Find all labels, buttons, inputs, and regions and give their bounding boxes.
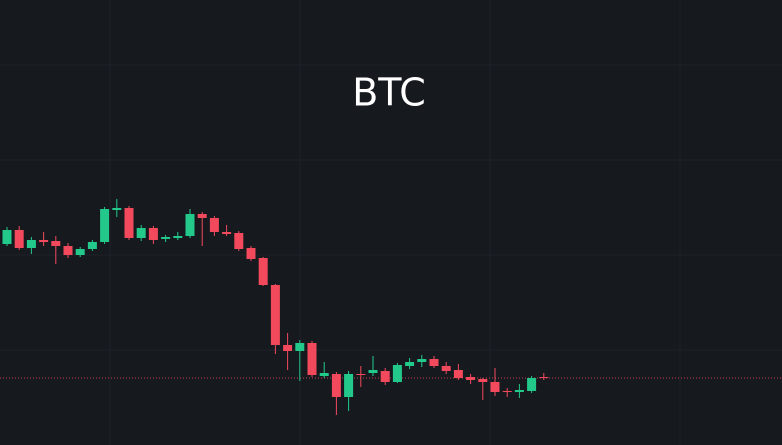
candle-body xyxy=(417,359,427,362)
candle-body xyxy=(124,208,134,238)
candle-body xyxy=(51,241,61,246)
candle-body xyxy=(258,258,268,285)
candle-body xyxy=(283,345,293,351)
candle-body xyxy=(295,343,305,351)
candle-body xyxy=(368,370,378,373)
candle-body xyxy=(478,379,488,382)
candle-body xyxy=(441,366,451,371)
candle-body xyxy=(466,377,476,380)
candle-body xyxy=(148,228,158,240)
candle-body xyxy=(234,233,244,249)
candle-body xyxy=(2,230,12,244)
candle-body xyxy=(173,236,183,238)
candle-body xyxy=(14,230,24,248)
candle-body xyxy=(63,246,73,255)
candle-body xyxy=(392,365,402,382)
candle-body xyxy=(222,232,232,234)
candle-body xyxy=(429,359,439,366)
candle-body xyxy=(209,218,219,232)
candle-body xyxy=(490,382,500,392)
candle-body xyxy=(344,374,354,397)
candle-body xyxy=(539,377,549,378)
candle-body xyxy=(405,362,415,366)
candle-body xyxy=(270,285,280,345)
candle-body xyxy=(136,228,146,238)
candle-body xyxy=(514,390,524,392)
candle-body xyxy=(331,374,341,397)
candle-body xyxy=(39,240,49,242)
candle-body xyxy=(527,378,537,391)
candle-body xyxy=(87,242,97,249)
candle-body xyxy=(100,209,110,242)
candle-body xyxy=(75,249,85,255)
candle-body xyxy=(307,343,317,375)
candle-body xyxy=(502,391,512,392)
candle-body xyxy=(197,214,207,218)
candle-body xyxy=(112,208,122,210)
candle-body xyxy=(161,237,171,239)
candle-body xyxy=(380,371,390,382)
candle-body xyxy=(185,214,195,236)
candle-body xyxy=(319,373,329,376)
chart-title: BTC xyxy=(352,71,426,115)
candle-body xyxy=(356,374,366,375)
candle-body xyxy=(246,248,256,259)
candle-body xyxy=(453,370,463,378)
candle-body xyxy=(26,240,36,248)
